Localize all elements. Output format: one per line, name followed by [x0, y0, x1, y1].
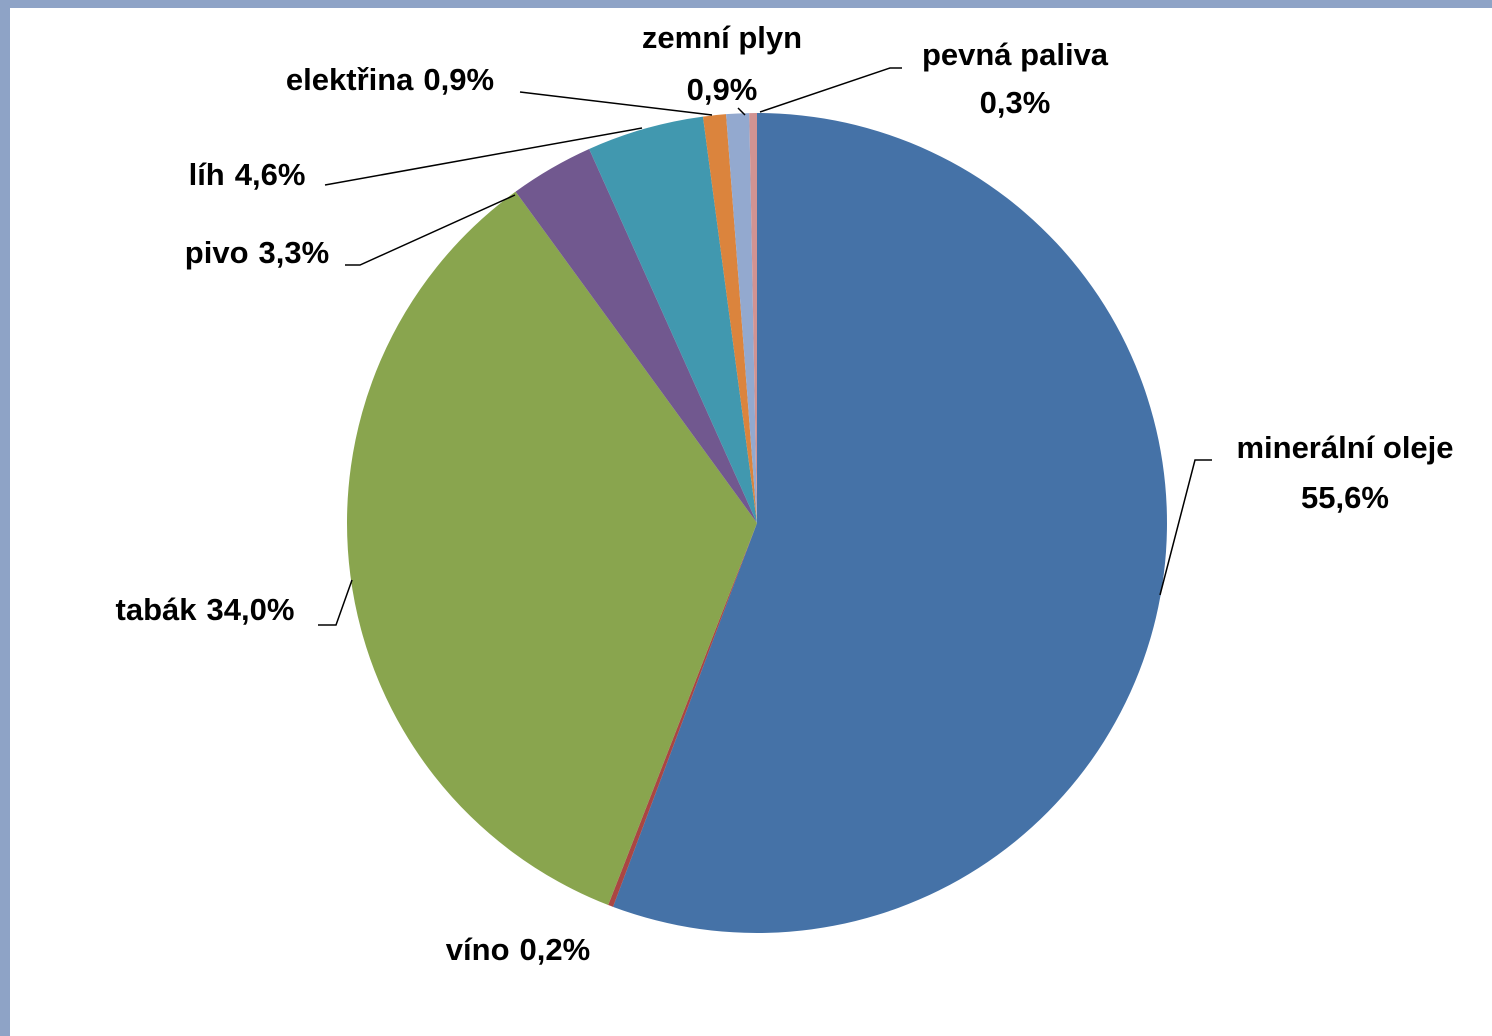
leader-line: [318, 579, 353, 626]
value-label: 0,9%: [423, 62, 494, 97]
pie-slice: [613, 113, 1167, 933]
slice-label: zemní plyn: [642, 20, 802, 55]
slice-label-group: víno 0,2%: [446, 932, 590, 967]
slice-label-group: elektřina 0,9%: [286, 62, 494, 97]
value-label: 0,3%: [980, 85, 1051, 120]
slice-label: pivo: [185, 235, 249, 270]
pie-slice: [749, 113, 757, 523]
slice-label: minerální oleje: [1236, 430, 1453, 465]
leader-line: [519, 91, 713, 116]
value-label: 55,6%: [1301, 480, 1389, 515]
pie-slice: [702, 114, 757, 523]
leader-line: [759, 67, 902, 113]
pie-slice: [346, 191, 757, 906]
slice-label: tabák: [116, 592, 198, 627]
leader-line: [324, 127, 643, 186]
slice-label: líh: [189, 157, 225, 192]
slice-label: víno: [446, 932, 510, 967]
slice-label: elektřina: [286, 62, 414, 97]
value-label: 3,3%: [259, 235, 330, 270]
leader-line: [1159, 459, 1212, 596]
leader-line: [345, 194, 516, 266]
value-label: 0,2%: [520, 932, 591, 967]
slice-label-group: pivo 3,3%: [185, 235, 329, 270]
pie-slice: [515, 148, 757, 523]
pie-slice: [589, 116, 757, 523]
value-label: 34,0%: [207, 592, 295, 627]
value-label: 4,6%: [235, 157, 306, 192]
leader-line: [737, 107, 746, 116]
pie-slice: [608, 523, 757, 907]
value-label: 0,9%: [687, 72, 758, 107]
slice-label: pevná paliva: [922, 37, 1109, 72]
slice-label-group: tabák 34,0%: [116, 592, 295, 627]
pie-slice: [726, 113, 757, 524]
slice-label-group: líh 4,6%: [189, 157, 306, 192]
